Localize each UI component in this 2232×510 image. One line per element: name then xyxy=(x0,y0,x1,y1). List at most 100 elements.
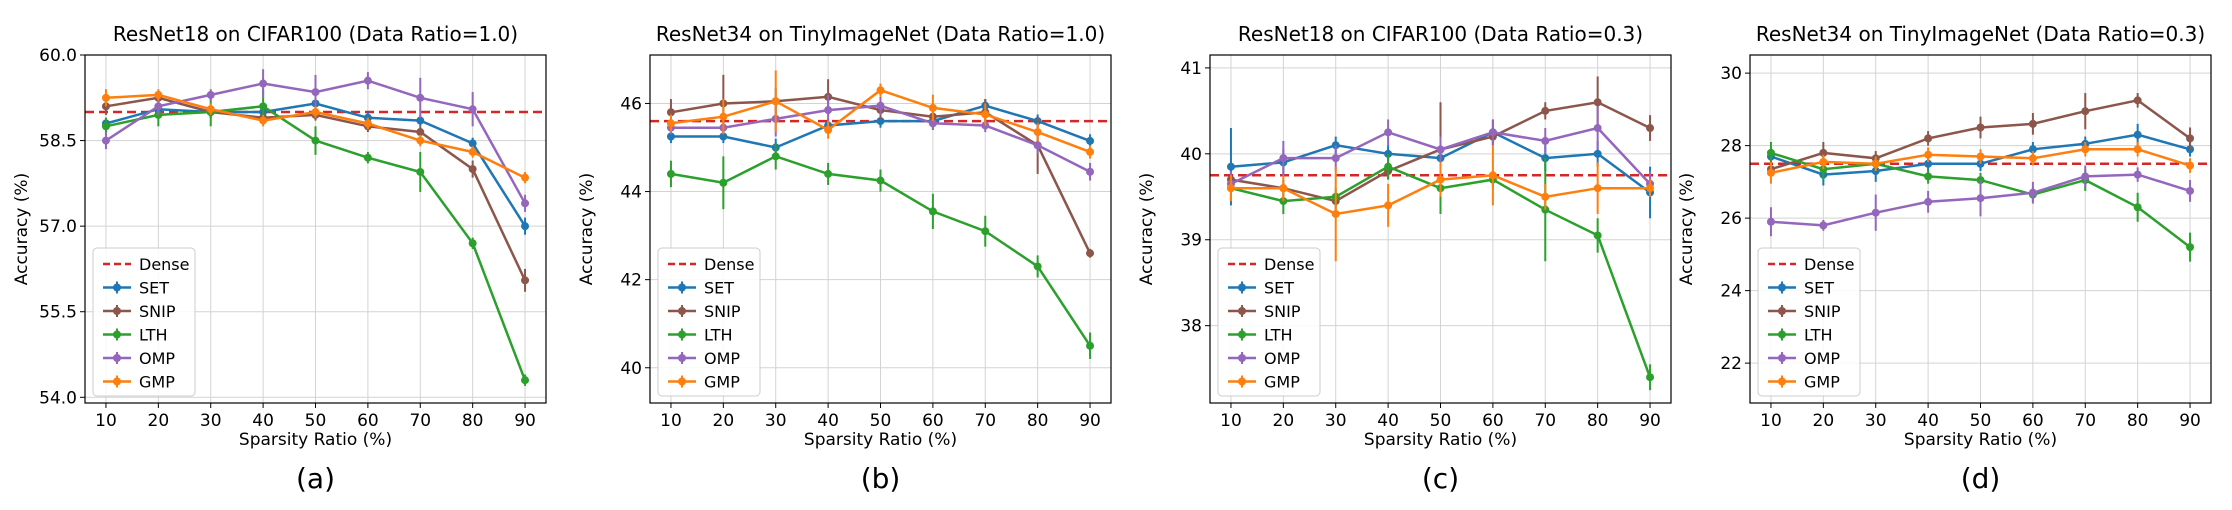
series-gmp xyxy=(101,89,530,184)
legend-label: Dense xyxy=(139,255,189,274)
x-tick-label: 80 xyxy=(462,411,484,431)
data-point xyxy=(2081,107,2090,116)
legend-marker xyxy=(1238,330,1246,339)
x-tick-label: 20 xyxy=(1813,411,1835,431)
data-point xyxy=(259,116,268,125)
x-tick-label: 60 xyxy=(357,411,379,431)
data-point xyxy=(1976,194,1985,203)
data-point xyxy=(2133,170,2142,179)
legend-entry-snip: SNIP xyxy=(103,302,176,321)
data-point xyxy=(363,153,372,162)
data-point xyxy=(1819,157,1828,166)
legend-marker xyxy=(1238,354,1246,362)
y-tick-label: 55.5 xyxy=(39,303,77,323)
legend-marker xyxy=(1778,330,1786,339)
legend-entry-snip: SNIP xyxy=(1228,302,1301,321)
legend-label: Dense xyxy=(1804,255,1854,274)
data-point xyxy=(1436,175,1445,184)
data-point xyxy=(876,86,885,95)
data-point xyxy=(1924,197,1933,206)
data-point xyxy=(416,128,425,137)
series-omp xyxy=(101,69,530,212)
data-point xyxy=(1384,128,1393,137)
data-point xyxy=(1766,168,1775,177)
data-point xyxy=(981,110,990,119)
x-tick-label: 40 xyxy=(1377,411,1399,431)
x-tick-label: 80 xyxy=(2127,411,2149,431)
x-axis-label: Sparsity Ratio (%) xyxy=(804,430,957,450)
data-point xyxy=(2081,172,2090,181)
data-point xyxy=(824,106,833,115)
data-point xyxy=(771,152,780,161)
y-tick-label: 26 xyxy=(1720,209,1742,229)
data-point xyxy=(1086,249,1095,258)
legend-marker xyxy=(678,377,686,386)
chart-title: ResNet18 on CIFAR100 (Data Ratio=1.0) xyxy=(113,22,518,46)
data-point xyxy=(928,119,937,128)
data-point xyxy=(521,276,530,285)
legend-label: OMP xyxy=(1264,349,1300,368)
legend-marker xyxy=(1778,283,1786,292)
data-point xyxy=(1331,209,1340,218)
legend-label: GMP xyxy=(704,373,740,392)
data-point xyxy=(876,101,885,110)
panel-caption: (c) xyxy=(1422,462,1459,495)
data-point xyxy=(2133,203,2142,212)
y-axis-label: Accuracy (%) xyxy=(1137,173,1157,285)
legend-marker xyxy=(678,307,686,315)
data-point xyxy=(876,176,885,185)
series-gmp xyxy=(1226,145,1655,262)
data-point xyxy=(2028,145,2037,154)
data-point xyxy=(1226,162,1235,171)
data-point xyxy=(719,132,728,141)
legend-entry-gmp: GMP xyxy=(1768,373,1840,392)
data-point xyxy=(928,103,937,112)
data-point xyxy=(1646,124,1655,133)
series-omp xyxy=(1226,106,1655,197)
data-point xyxy=(1384,201,1393,210)
x-tick-label: 90 xyxy=(514,411,536,431)
data-point xyxy=(101,93,110,102)
data-point xyxy=(1593,184,1602,193)
legend-label: SNIP xyxy=(704,302,741,321)
data-point xyxy=(2133,130,2142,139)
legend-entry-lth: LTH xyxy=(668,326,733,345)
legend-label: LTH xyxy=(139,326,168,345)
data-point xyxy=(416,167,425,176)
x-tick-label: 60 xyxy=(1482,411,1504,431)
x-tick-label: 10 xyxy=(95,411,117,431)
legend-marker xyxy=(1238,307,1246,315)
data-point xyxy=(824,169,833,178)
data-point xyxy=(416,136,425,145)
y-tick-label: 24 xyxy=(1720,282,1742,302)
x-tick-label: 90 xyxy=(2179,411,2201,431)
x-tick-label: 70 xyxy=(2074,411,2096,431)
x-tick-label: 60 xyxy=(922,411,944,431)
legend-entry-gmp: GMP xyxy=(103,373,175,392)
legend-label: Dense xyxy=(704,255,754,274)
data-point xyxy=(824,125,833,134)
data-point xyxy=(363,76,372,85)
data-point xyxy=(2186,243,2195,252)
data-point xyxy=(363,119,372,128)
legend-label: SNIP xyxy=(1804,302,1841,321)
data-point xyxy=(1593,149,1602,158)
legend: Dense SET SNIP LTH OMP GMP xyxy=(1757,247,1861,397)
chart-title: ResNet34 on TinyImageNet (Data Ratio=1.0… xyxy=(656,22,1105,46)
legend-marker xyxy=(678,330,686,339)
data-point xyxy=(666,119,675,128)
y-tick-label: 58.5 xyxy=(39,132,77,152)
x-tick-label: 10 xyxy=(1760,411,1782,431)
legend-label: LTH xyxy=(1804,326,1833,345)
y-tick-label: 22 xyxy=(1720,354,1742,374)
y-tick-label: 39 xyxy=(1180,231,1202,251)
legend-marker xyxy=(1238,283,1246,292)
data-point xyxy=(311,136,320,145)
legend-entry-dense: Dense xyxy=(668,255,754,274)
legend-marker xyxy=(113,354,121,362)
data-point xyxy=(1819,221,1828,230)
x-tick-label: 40 xyxy=(817,411,839,431)
data-point xyxy=(1436,145,1445,154)
chart-title: ResNet34 on TinyImageNet (Data Ratio=0.3… xyxy=(1756,22,2205,46)
data-point xyxy=(416,93,425,102)
